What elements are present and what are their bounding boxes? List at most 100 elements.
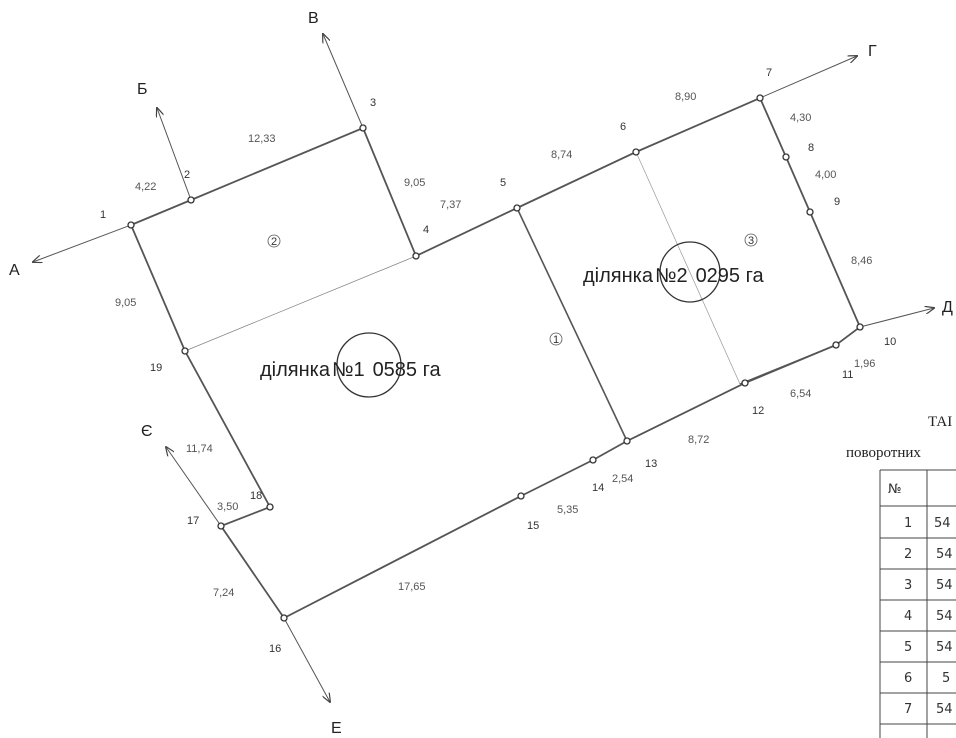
arrow-b	[157, 108, 192, 201]
length-5-6: 8,74	[551, 149, 572, 161]
point-14-label: 14	[592, 482, 604, 494]
arrow-ye	[166, 447, 222, 527]
direction-d: Д	[942, 299, 953, 316]
direction-e: Е	[331, 720, 342, 737]
point-19-marker	[181, 347, 189, 355]
table-row-7-value: 54	[936, 702, 953, 717]
point-9-marker	[806, 208, 814, 216]
point-4-marker	[412, 252, 420, 260]
table-row-4-value: 54	[936, 609, 953, 624]
point-1-label: 1	[100, 209, 106, 221]
point-13-marker	[623, 437, 631, 445]
table-header-number: №	[888, 482, 902, 497]
point-16-marker	[280, 614, 288, 622]
arrow-g	[759, 56, 857, 99]
area-mark-2: 2	[271, 236, 277, 248]
point-7-marker	[756, 94, 764, 102]
length-6-7: 8,90	[675, 91, 696, 103]
point-5-label: 5	[500, 177, 506, 189]
table-row-1-value: 54	[934, 516, 951, 531]
point-1-marker	[127, 221, 135, 229]
length-4-5: 7,37	[440, 199, 461, 211]
arrow-e	[283, 617, 330, 702]
point-18-label: 18	[250, 490, 262, 502]
parcel-boundary	[129, 96, 862, 620]
area-mark-1-circle	[549, 332, 563, 346]
point-15-marker	[517, 492, 525, 500]
point-5-marker	[513, 204, 521, 212]
area-mark-3: 3	[748, 235, 754, 247]
point-10-marker	[856, 323, 864, 331]
point-3-marker	[359, 124, 367, 132]
length-8-9: 4,00	[815, 169, 836, 181]
length-12-13: 8,72	[688, 434, 709, 446]
parcel-2-number-circle	[659, 241, 721, 303]
length-1-2: 4,22	[135, 181, 156, 193]
parcel-1-number: №1	[332, 359, 365, 381]
parcel-2-number: №2	[655, 265, 688, 287]
parcel-1-label: ділянка №1 0585 га	[260, 359, 441, 381]
point-17-label: 17	[187, 515, 199, 527]
point-8-label: 8	[808, 142, 814, 154]
table-row-2-n: 2	[904, 547, 912, 562]
parcel-1-area: 0585 га	[373, 359, 442, 381]
point-12-marker	[741, 379, 749, 387]
table-row-3-value: 54	[936, 578, 953, 593]
parcel-1-prefix: ділянка	[260, 359, 331, 381]
length-9-10: 8,46	[851, 255, 872, 267]
point-16-label: 16	[269, 643, 281, 655]
table-subtitle: поворотних	[846, 445, 921, 461]
point-4-label: 4	[423, 224, 429, 236]
direction-a: А	[9, 262, 20, 279]
arrow-v	[323, 34, 364, 129]
point-7-label: 7	[766, 67, 772, 79]
arrow-a	[33, 224, 132, 262]
length-7-8: 4,30	[790, 112, 811, 124]
direction-v: В	[308, 10, 319, 27]
point-13-label: 13	[645, 458, 657, 470]
division-line-4	[739, 344, 837, 385]
direction-g: Г	[868, 43, 877, 60]
table-title: ТАІ	[928, 414, 952, 430]
point-9-label: 9	[834, 196, 840, 208]
arrow-d	[859, 308, 934, 328]
point-17-marker	[217, 522, 225, 530]
division-line-3	[635, 151, 741, 385]
point-3-label: 3	[370, 97, 376, 109]
division-line-1	[184, 255, 417, 352]
table-row-4-n: 4	[904, 609, 912, 624]
point-19-label: 19	[150, 362, 162, 374]
length-18-19: 11,74	[186, 443, 213, 455]
length-15-16: 17,65	[398, 581, 426, 593]
area-mark-3-circle	[744, 233, 758, 247]
point-11-label: 11	[842, 369, 853, 381]
point-8-marker	[782, 153, 790, 161]
length-19-1: 9,05	[115, 297, 136, 309]
length-17-18: 3,50	[217, 501, 238, 513]
table-row-1-n: 1	[904, 516, 912, 531]
point-18-marker	[266, 503, 274, 511]
coordinates-table	[879, 469, 956, 738]
parcel-2-area: 0295 га	[696, 265, 765, 287]
point-12-label: 12	[752, 405, 764, 417]
area-mark-2-circle	[267, 234, 281, 248]
point-15-label: 15	[527, 520, 539, 532]
direction-ye: Є	[141, 423, 153, 440]
table-row-6-n: 6	[904, 671, 912, 686]
point-6-marker	[632, 148, 640, 156]
division-line-2	[516, 207, 628, 442]
point-14-marker	[589, 456, 597, 464]
point-10-label: 10	[884, 336, 896, 348]
length-11-12: 6,54	[790, 388, 811, 400]
length-13-14: 2,54	[612, 473, 633, 485]
table-row-7-n: 7	[904, 702, 912, 717]
table-row-5-value: 54	[936, 640, 953, 655]
length-10-11: 1,96	[854, 358, 875, 370]
table-row-6-value: 5	[942, 671, 950, 686]
area-mark-1: 1	[553, 334, 559, 346]
point-2-label: 2	[184, 169, 190, 181]
table-row-2-value: 54	[936, 547, 953, 562]
direction-b: Б	[137, 81, 148, 98]
point-11-marker	[832, 341, 840, 349]
